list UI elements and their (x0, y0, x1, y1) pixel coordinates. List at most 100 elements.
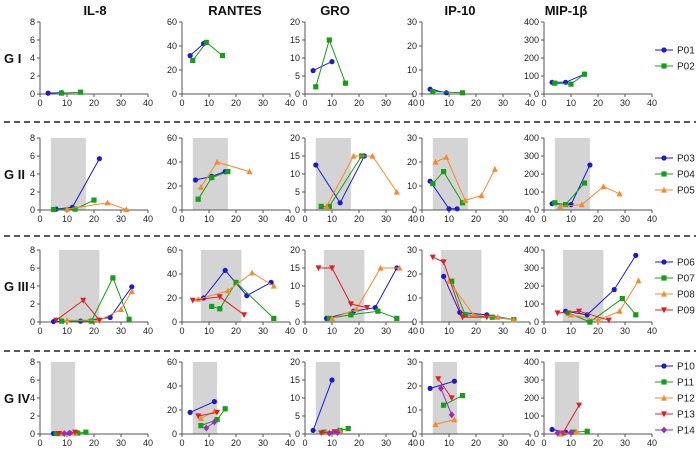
y-tick-label: 6 (30, 35, 35, 45)
y-tick-label: 5 (295, 411, 300, 421)
x-tick-label: 30 (381, 326, 391, 336)
x-tick-label: 0 (302, 438, 307, 448)
data-point-p07 (565, 310, 571, 316)
x-tick-label: 30 (498, 326, 508, 336)
x-tick-label: 40 (408, 98, 418, 108)
series-line-p12 (435, 419, 455, 425)
y-tick-label: 0 (172, 89, 177, 99)
data-point-p13 (576, 402, 583, 409)
y-tick-label: 100 (524, 187, 539, 197)
data-point-p05 (557, 203, 564, 209)
legend-marker-p02 (661, 63, 667, 69)
data-point-p13 (214, 409, 221, 416)
data-point-p05 (393, 188, 400, 195)
legend-label-p12: P12 (677, 394, 695, 405)
data-point-p07 (449, 278, 455, 284)
data-point-p04 (318, 203, 324, 209)
column-title-gro: GRO (320, 3, 350, 18)
x-tick-label: 30 (498, 214, 508, 224)
x-tick-label: 40 (143, 98, 153, 108)
legend-label-p08: P08 (677, 290, 695, 301)
y-tick-label: 400 (524, 133, 539, 143)
data-point-p12 (197, 415, 204, 421)
data-point-p04 (195, 196, 201, 202)
data-point-p02 (552, 80, 558, 86)
data-point-p07 (375, 308, 381, 314)
legend: P03 P04 P05 (655, 154, 695, 197)
data-point-p03 (313, 162, 319, 168)
y-tick-label: 100 (524, 71, 539, 81)
y-tick-label: 400 (524, 17, 539, 27)
series-line-p07 (329, 310, 397, 319)
y-tick-label: 2 (30, 71, 35, 81)
data-point-p08 (249, 269, 256, 276)
x-tick-label: 20 (471, 98, 481, 108)
y-tick-label: 5 (295, 299, 300, 309)
legend-marker-p08 (661, 290, 667, 297)
series-line-p08 (198, 272, 275, 300)
y-tick-label: 4 (30, 393, 35, 403)
y-tick-label: 60 (167, 357, 177, 367)
y-tick-label: 40 (167, 381, 177, 391)
x-tick-label: 30 (116, 214, 126, 224)
data-point-p01 (45, 90, 51, 96)
x-tick-label: 30 (116, 98, 126, 108)
series-line-p02 (192, 41, 223, 61)
y-tick-label: 15 (290, 151, 300, 161)
data-point-p06 (441, 273, 447, 279)
legend-marker-p10 (661, 363, 667, 369)
data-point-p02 (77, 89, 84, 95)
y-tick-label: 30 (407, 133, 417, 143)
panel-2-rantes: 0 20 40 60 0 10 20 30 40 (167, 133, 295, 224)
data-point-p10 (427, 385, 433, 391)
x-tick-label: 10 (566, 98, 576, 108)
x-tick-label: 10 (444, 326, 454, 336)
data-point-p09 (347, 301, 354, 308)
series-line-p13 (562, 404, 580, 434)
x-tick-label: 30 (381, 214, 391, 224)
column-title-rantes: RANTES (208, 3, 262, 18)
panel-2-ip10: 0 10 20 30 0 10 20 30 40 (407, 133, 535, 224)
data-point-p14 (437, 385, 444, 392)
panel-2-mip1: 0 100 200 300 400 0 10 20 30 40 (524, 133, 657, 224)
y-tick-label: 30 (407, 357, 417, 367)
x-tick-label: 30 (258, 98, 268, 108)
legend: P06 P07 P08 P09 (655, 258, 695, 317)
y-tick-label: 5 (295, 187, 300, 197)
y-tick-label: 0 (30, 205, 35, 215)
data-point-p09 (459, 314, 466, 321)
x-tick-label: 0 (419, 214, 424, 224)
data-point-p05 (323, 203, 330, 209)
data-point-p04 (563, 202, 569, 208)
data-point-p05 (104, 199, 111, 206)
y-tick-label: 2 (30, 187, 35, 197)
x-tick-label: 20 (231, 438, 241, 448)
data-point-p10 (549, 426, 555, 433)
data-point-p06 (222, 267, 228, 273)
x-tick-label: 40 (408, 326, 418, 336)
data-point-p04 (209, 175, 215, 181)
group-label: G III (4, 279, 29, 294)
y-tick-label: 0 (412, 317, 417, 327)
x-tick-label: 20 (593, 214, 603, 224)
y-tick-label: 6 (30, 375, 35, 385)
x-tick-label: 10 (566, 438, 576, 448)
y-tick-label: 0 (295, 429, 300, 439)
y-tick-label: 2 (30, 411, 35, 421)
column-title-mip1b: MIP-1β (545, 3, 588, 18)
y-tick-label: 300 (524, 35, 539, 45)
y-tick-label: 0 (534, 205, 539, 215)
y-tick-label: 20 (407, 381, 417, 391)
y-tick-label: 0 (30, 89, 35, 99)
data-point-p07 (88, 318, 94, 324)
data-point-p06 (611, 287, 617, 293)
data-point-p13 (559, 430, 566, 437)
data-point-p09 (241, 312, 248, 318)
shaded-window (50, 138, 86, 210)
x-tick-label: 20 (231, 214, 241, 224)
x-tick-label: 30 (620, 98, 630, 108)
y-tick-label: 0 (295, 89, 300, 99)
group-label: G I (4, 51, 21, 66)
